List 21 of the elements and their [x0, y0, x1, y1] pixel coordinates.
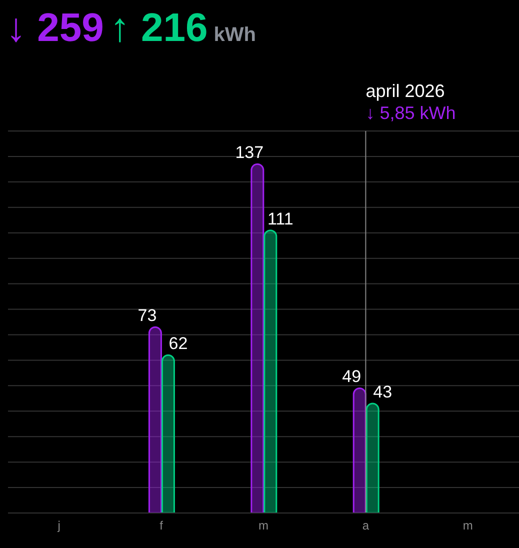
x-tick-label: j: [56, 518, 60, 533]
data-label: 137: [235, 143, 264, 162]
data-label: 49: [342, 367, 362, 386]
bar: [250, 163, 264, 513]
data-label: 73: [138, 306, 157, 326]
text: ↑ 216: [110, 6, 208, 51]
bar: [161, 354, 175, 513]
bar: [148, 326, 162, 513]
bar: [366, 402, 380, 513]
data-label: 111: [267, 209, 294, 228]
text: ↓ 5,85 kWh: [366, 103, 456, 123]
x-tick-label: a: [362, 518, 370, 533]
x-tick-label: f: [160, 518, 164, 533]
text: ↓ 259: [6, 6, 104, 51]
x-tick-label: m: [462, 518, 473, 533]
text: kWh: [214, 24, 256, 47]
data-label: 43: [373, 382, 392, 402]
x-tick-label: m: [258, 518, 268, 533]
bar: [264, 230, 278, 513]
ref-line-label: april 2026: [366, 81, 445, 101]
data-label: 62: [168, 334, 188, 354]
